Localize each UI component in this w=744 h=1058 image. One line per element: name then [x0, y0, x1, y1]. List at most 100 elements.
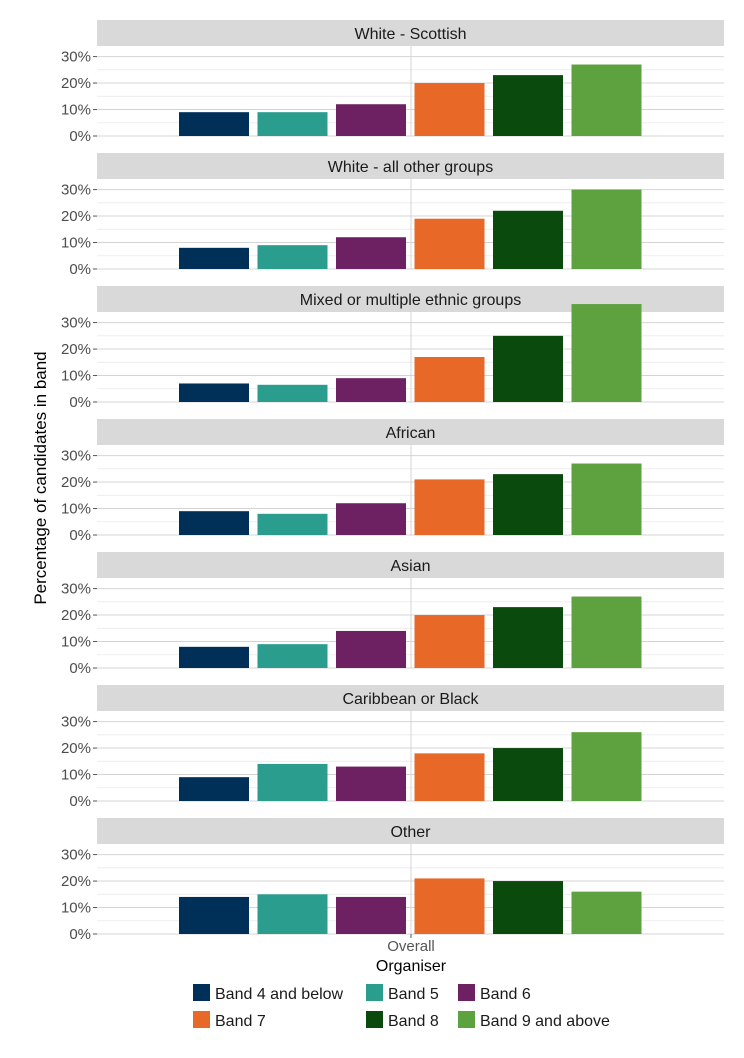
y-tick-label: 30%: [61, 714, 91, 731]
bar: [336, 896, 406, 934]
panel-title: African: [386, 425, 436, 442]
panel-title: White - Scottish: [354, 26, 466, 43]
chart-panel: White - Scottish 0% 10% 20% 30%: [61, 20, 724, 145]
bar: [571, 596, 642, 668]
panel-strip: [97, 685, 724, 711]
y-tick-label: 20%: [61, 607, 91, 624]
y-tick-label: 0%: [69, 394, 91, 411]
bar: [493, 210, 563, 269]
panel-strip: [97, 153, 724, 179]
bar: [414, 83, 485, 136]
bar: [257, 513, 328, 535]
y-tick-label: 20%: [61, 208, 91, 225]
legend-swatch: [366, 984, 383, 1001]
bar: [571, 64, 642, 136]
bar: [336, 630, 406, 668]
bar: [336, 104, 406, 136]
y-tick-label: 20%: [61, 873, 91, 890]
chart-panel: Caribbean or Black 0% 10% 20% 30%: [61, 685, 724, 810]
chart-panel: Other 0% 10% 20% 30%: [61, 818, 724, 943]
y-tick-label: 10%: [61, 634, 91, 651]
bar: [414, 615, 485, 668]
bar: [257, 894, 328, 934]
bar: [493, 607, 563, 668]
bar: [336, 378, 406, 402]
bar: [179, 247, 249, 269]
y-tick-label: 10%: [61, 235, 91, 252]
bar: [336, 766, 406, 801]
panel-strip: [97, 818, 724, 844]
bar: [257, 245, 328, 269]
y-axis-label: Percentage of candidates in band: [31, 351, 50, 604]
bar: [414, 218, 485, 269]
panel-title: Other: [390, 824, 431, 841]
legend-item: Band 7: [193, 1011, 266, 1030]
y-tick-label: 20%: [61, 740, 91, 757]
y-tick-label: 0%: [69, 261, 91, 278]
bar: [493, 75, 563, 136]
chart-panel: Asian 0% 10% 20% 30%: [61, 552, 724, 677]
legend-label: Band 5: [388, 986, 439, 1003]
legend-swatch: [193, 1011, 210, 1028]
y-tick-label: 0%: [69, 527, 91, 544]
bar: [493, 335, 563, 402]
bar: [179, 896, 249, 934]
x-tick-label: Overall: [387, 938, 435, 955]
y-tick-label: 30%: [61, 847, 91, 864]
legend-swatch: [458, 1011, 475, 1028]
bar: [571, 732, 642, 801]
legend-label: Band 6: [480, 986, 531, 1003]
y-tick-label: 30%: [61, 182, 91, 199]
chart-panel: White - all other groups 0% 10% 20% 30%: [61, 153, 724, 278]
bar: [179, 112, 249, 136]
y-tick-label: 30%: [61, 315, 91, 332]
y-tick-label: 10%: [61, 368, 91, 385]
legend-label: Band 8: [388, 1013, 439, 1030]
y-tick-label: 20%: [61, 75, 91, 92]
bar: [571, 304, 642, 402]
legend-label: Band 7: [215, 1013, 266, 1030]
legend-item: Band 4 and below: [193, 984, 344, 1003]
bar: [336, 503, 406, 535]
bar: [257, 763, 328, 801]
legend-item: Band 8: [366, 1011, 439, 1030]
bar: [179, 777, 249, 801]
bar: [493, 474, 563, 535]
legend-item: Band 9 and above: [458, 1011, 610, 1030]
legend-item: Band 6: [458, 984, 531, 1003]
y-tick-label: 0%: [69, 926, 91, 943]
y-tick-label: 0%: [69, 793, 91, 810]
bar: [179, 646, 249, 668]
legend-item: Band 5: [366, 984, 439, 1003]
y-tick-label: 10%: [61, 900, 91, 917]
bar: [257, 384, 328, 402]
panel-strip: [97, 20, 724, 46]
y-tick-label: 10%: [61, 102, 91, 119]
legend-label: Band 9 and above: [480, 1013, 610, 1030]
y-tick-label: 10%: [61, 501, 91, 518]
bar: [179, 383, 249, 402]
bar: [414, 878, 485, 934]
panel-title: Caribbean or Black: [342, 691, 479, 708]
y-tick-label: 30%: [61, 49, 91, 66]
panel-strip: [97, 552, 724, 578]
panel-title: White - all other groups: [328, 159, 493, 176]
y-tick-label: 10%: [61, 767, 91, 784]
legend-swatch: [458, 984, 475, 1001]
bar: [257, 644, 328, 668]
y-tick-label: 0%: [69, 660, 91, 677]
legend-swatch: [193, 984, 210, 1001]
bar: [336, 237, 406, 269]
bar: [414, 479, 485, 535]
chart-panel: Mixed or multiple ethnic groups 0% 10% 20% 3…: [61, 286, 724, 411]
bar: [257, 112, 328, 136]
bar: [493, 881, 563, 934]
panel-title: Asian: [390, 558, 430, 575]
legend-swatch: [366, 1011, 383, 1028]
y-tick-label: 30%: [61, 581, 91, 598]
chart-panel: African 0% 10% 20% 30%: [61, 419, 724, 544]
legend-label: Band 4 and below: [215, 986, 344, 1003]
panel-title: Mixed or multiple ethnic groups: [300, 292, 521, 309]
